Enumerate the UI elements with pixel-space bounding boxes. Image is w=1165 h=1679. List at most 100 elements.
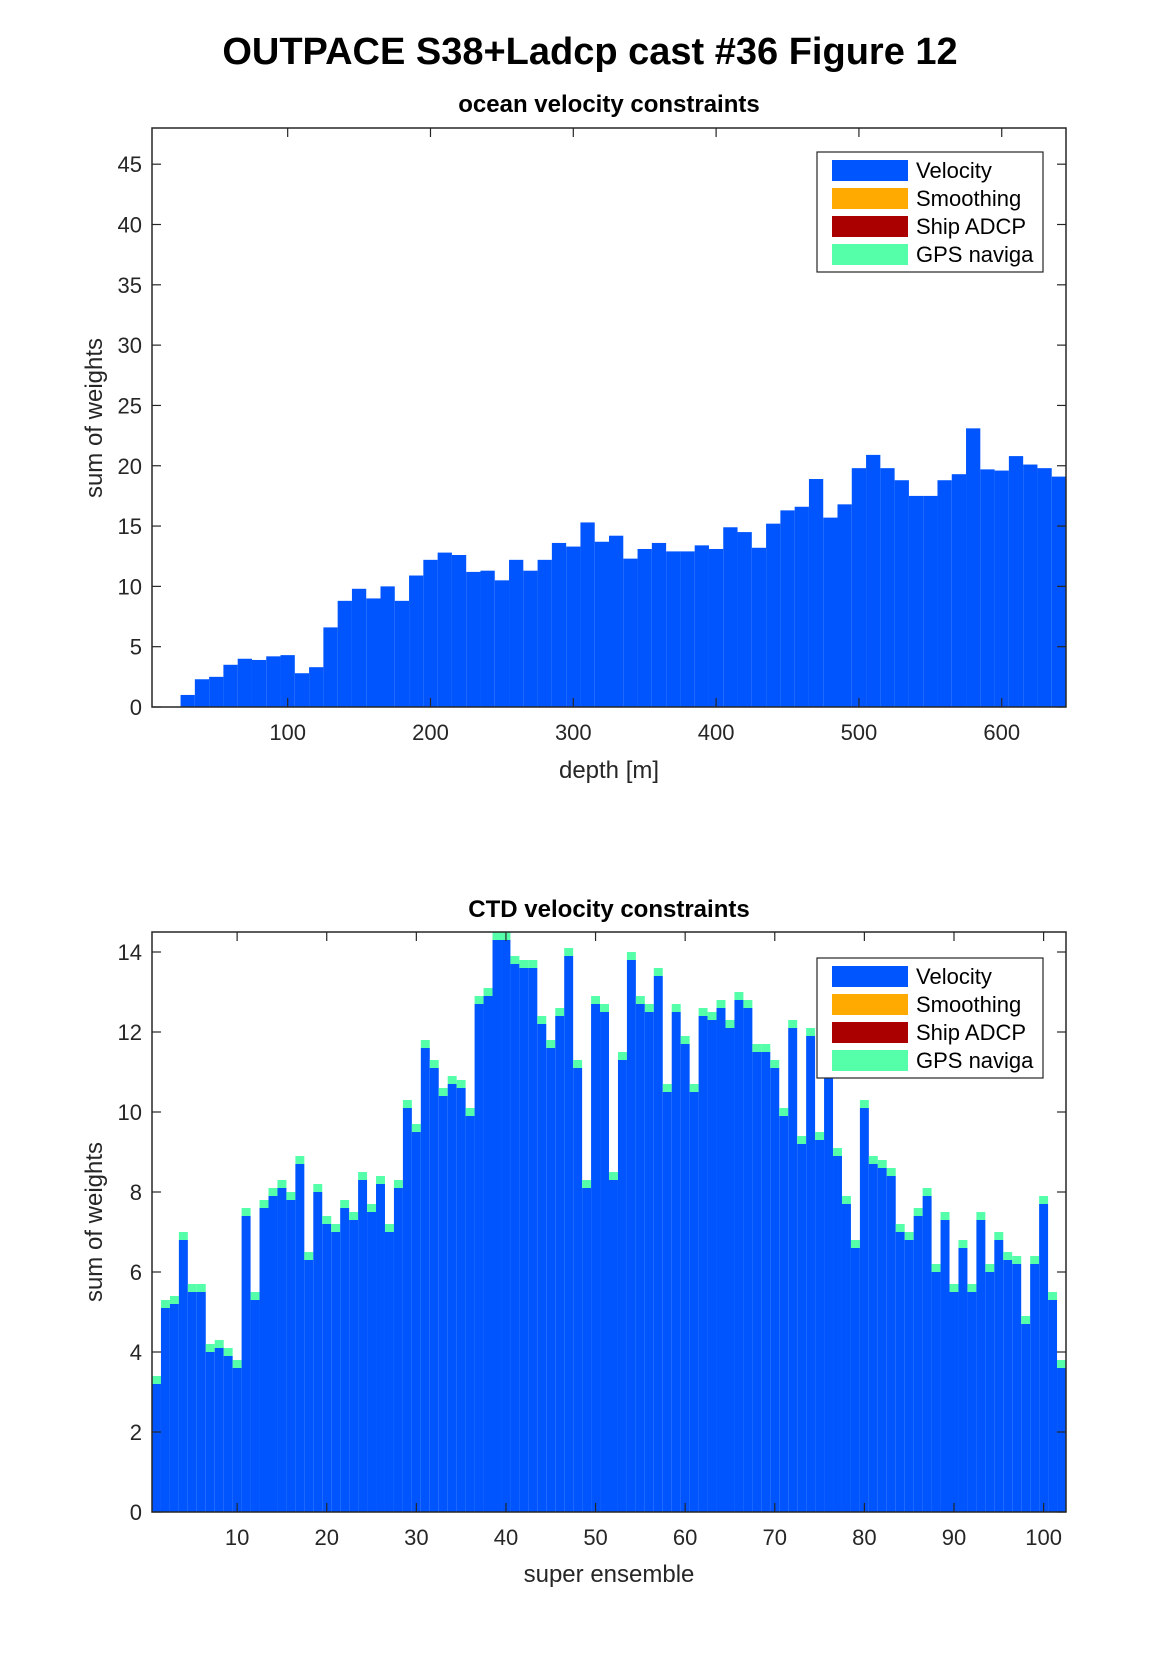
bar-velocity — [286, 1200, 296, 1512]
legend-label: GPS naviga — [916, 1048, 1034, 1073]
bar-gps-naviga — [483, 988, 493, 996]
bar-velocity — [815, 1140, 825, 1512]
bar-velocity — [761, 1052, 771, 1512]
bar-gps-naviga — [492, 932, 502, 940]
bar-gps-naviga — [859, 1100, 869, 1108]
bar-velocity — [437, 552, 452, 707]
bar-velocity — [322, 1224, 332, 1512]
bar-gps-naviga — [564, 948, 574, 956]
bar-gps-naviga — [985, 1264, 995, 1272]
legend: Velocity Smoothing Ship ADCP GPS naviga — [816, 151, 1044, 273]
bar-gps-naviga — [340, 1200, 350, 1208]
bar-velocity — [751, 547, 767, 707]
y-tick-label: 8 — [130, 1180, 142, 1205]
bar-gps-naviga — [626, 952, 636, 960]
bar-velocity — [537, 1024, 547, 1512]
x-tick-label: 50 — [583, 1525, 607, 1550]
axes-box — [151, 127, 1067, 708]
bar-gps-naviga — [474, 996, 484, 1004]
bar-velocity — [349, 1220, 359, 1512]
bar-velocity — [868, 1164, 878, 1512]
ocean-velocity-chart: ocean velocity constraints 100 200 300 400 5… — [81, 91, 1067, 784]
bar-velocity — [309, 667, 324, 707]
bars — [152, 932, 1066, 1512]
bar-gps-naviga — [1021, 1316, 1031, 1324]
bar-gps-naviga — [295, 1156, 305, 1164]
bar-velocity — [194, 679, 210, 707]
bar-velocity — [609, 1180, 618, 1512]
y-tick-label: 6 — [130, 1260, 142, 1285]
bar-gps-naviga — [591, 996, 601, 1004]
x-tick-label: 80 — [852, 1525, 876, 1550]
bar-velocity — [241, 1216, 251, 1512]
bar-velocity — [250, 1300, 260, 1512]
bar-velocity — [644, 1012, 654, 1512]
bar-gps-naviga — [196, 1284, 206, 1292]
bar-gps-naviga — [259, 1200, 269, 1208]
bar-velocity — [447, 1084, 457, 1512]
bar-gps-naviga — [841, 1196, 851, 1204]
bar-gps-naviga — [967, 1284, 977, 1292]
bar-gps-naviga — [815, 1132, 825, 1140]
bar-velocity — [770, 1068, 780, 1512]
bar-velocity — [180, 694, 195, 707]
bar-velocity — [474, 1004, 484, 1512]
bar-velocity — [680, 551, 695, 707]
bar-velocity — [420, 1048, 430, 1512]
bar-velocity — [251, 659, 267, 707]
bar-gps-naviga — [653, 968, 663, 976]
bar-velocity — [985, 1272, 995, 1512]
legend-swatch-smoothing — [832, 994, 908, 1015]
bar-gps-naviga — [384, 1224, 394, 1232]
bar-velocity — [850, 1248, 860, 1512]
x-tick-label: 400 — [698, 720, 735, 745]
bar-gps-naviga — [367, 1204, 377, 1212]
bar-velocity — [600, 1012, 609, 1512]
bar-velocity — [859, 1108, 869, 1512]
ctd-velocity-chart: CTD velocity constraints 10 20 30 40 50 60 70 8… — [81, 896, 1067, 1588]
bar-gps-naviga — [806, 1028, 816, 1036]
bar-gps-naviga — [707, 1012, 717, 1020]
y-tick-label: 40 — [118, 213, 142, 238]
bar-velocity — [671, 1012, 681, 1512]
bar-velocity — [509, 559, 524, 707]
bar-velocity — [214, 1348, 224, 1512]
bar-velocity — [908, 495, 924, 707]
bar-velocity — [295, 1164, 305, 1512]
bar-velocity — [841, 1204, 851, 1512]
bar-gps-naviga — [331, 1224, 341, 1232]
bar-velocity — [797, 1144, 807, 1512]
bar-gps-naviga — [644, 1004, 654, 1012]
bar-gps-naviga — [241, 1208, 251, 1216]
y-tick-label: 0 — [130, 1500, 142, 1525]
bar-gps-naviga — [537, 1016, 547, 1024]
bar-velocity — [743, 1008, 753, 1512]
y-tick-label: 30 — [118, 333, 142, 358]
bar-gps-naviga — [617, 1052, 627, 1060]
bar-velocity — [259, 1208, 269, 1512]
bar-velocity — [609, 535, 624, 707]
bar-velocity — [277, 1188, 287, 1512]
y-tick-label: 12 — [118, 1020, 142, 1045]
bar-velocity — [698, 1016, 708, 1512]
bar-velocity — [716, 1008, 726, 1512]
bar-velocity — [689, 1092, 699, 1512]
legend-swatch-ship-adcp — [832, 216, 908, 237]
y-axis-label: sum of weights — [81, 1142, 108, 1302]
bar-velocity — [376, 1184, 385, 1512]
bar-velocity — [196, 1292, 206, 1512]
bar-velocity — [492, 940, 502, 1512]
bars — [180, 428, 1066, 708]
bar-velocity — [223, 664, 238, 707]
x-tick-label: 100 — [1025, 1525, 1062, 1550]
bar-velocity — [380, 586, 395, 708]
bar-gps-naviga — [600, 1004, 609, 1012]
bar-velocity — [337, 600, 352, 707]
bar-gps-naviga — [1012, 1256, 1022, 1264]
bar-velocity — [708, 548, 724, 707]
bar-velocity — [994, 470, 1009, 707]
bar-velocity — [940, 1220, 950, 1512]
bar-gps-naviga — [725, 1020, 735, 1028]
bar-velocity — [423, 559, 438, 707]
bar-velocity — [465, 1116, 475, 1512]
